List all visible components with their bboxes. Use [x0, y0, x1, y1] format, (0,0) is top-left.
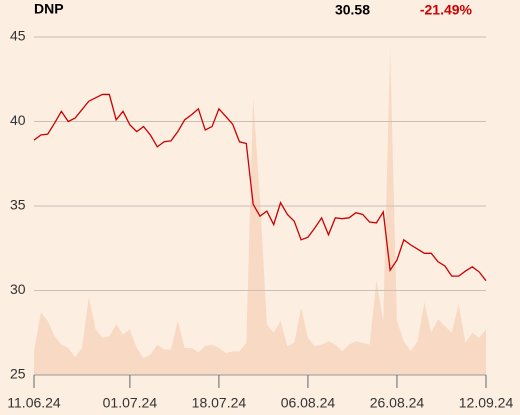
last-price: 30.58: [335, 2, 370, 18]
price-line: [33, 93, 487, 282]
y-tick-label: 45: [10, 28, 26, 44]
x-tick-label: 12.09.24: [459, 395, 514, 411]
y-tick-label: 35: [10, 197, 26, 213]
symbol: DNP: [34, 1, 64, 17]
y-tick-label: 40: [10, 112, 26, 128]
x-tick-label: 11.06.24: [7, 395, 61, 411]
x-tick-label: 26.08.24: [370, 395, 425, 411]
x-tick-label: 01.07.24: [103, 395, 158, 411]
y-tick-label: 30: [10, 281, 26, 297]
y-tick-label: 25: [10, 366, 26, 382]
change: -21.49%: [420, 2, 473, 18]
volume-area: [34, 47, 486, 376]
x-tick-label: 06.08.24: [281, 395, 336, 411]
x-tick-label: 18.07.24: [192, 395, 247, 411]
